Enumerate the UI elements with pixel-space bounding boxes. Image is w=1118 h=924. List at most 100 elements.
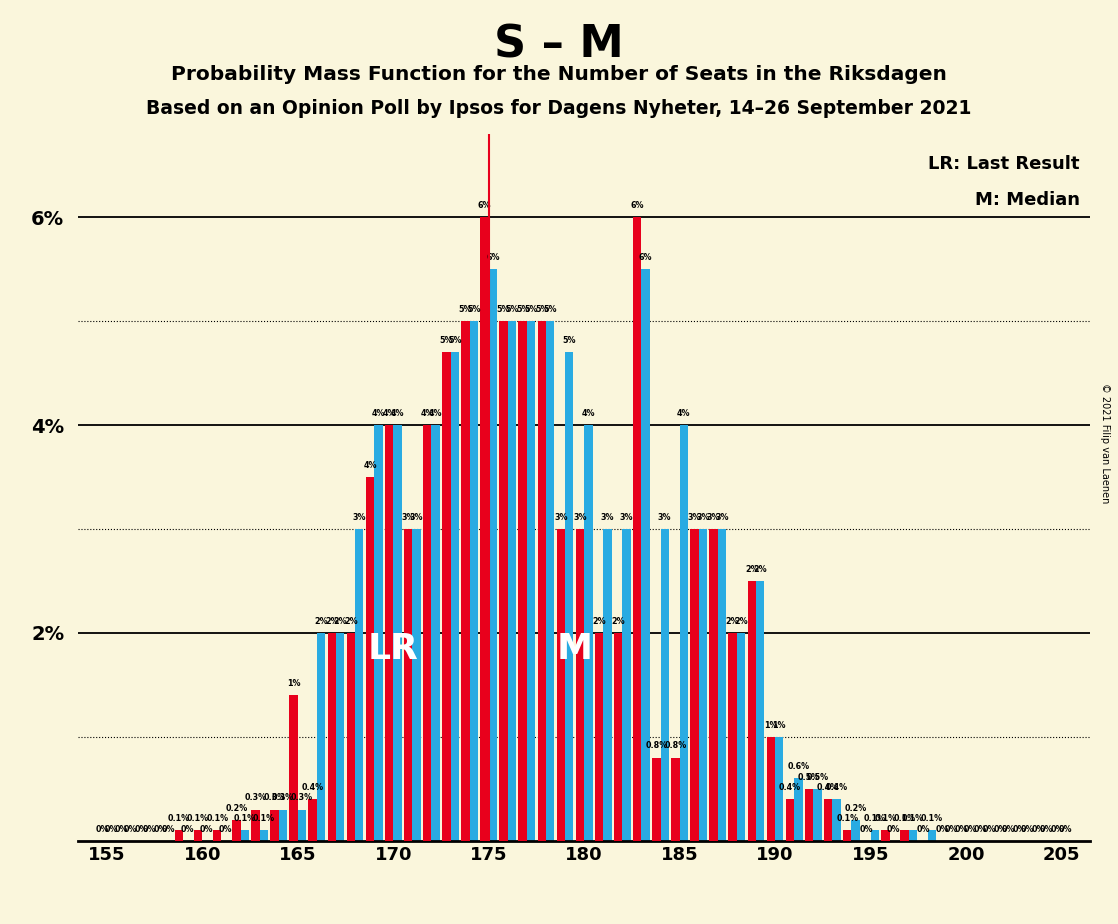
Text: 0.1%: 0.1%	[863, 814, 885, 823]
Text: 3%: 3%	[574, 513, 587, 522]
Text: 5%: 5%	[524, 305, 538, 314]
Text: 4%: 4%	[382, 408, 396, 418]
Bar	[881, 831, 890, 841]
Bar	[413, 529, 420, 841]
Bar	[756, 581, 765, 841]
Text: 3%: 3%	[716, 513, 729, 522]
Text: 0.2%: 0.2%	[225, 804, 247, 813]
Text: 3%: 3%	[410, 513, 424, 522]
Bar	[642, 269, 650, 841]
Bar	[423, 425, 432, 841]
Text: 0%: 0%	[104, 824, 117, 833]
Bar	[290, 696, 297, 841]
Text: 3%: 3%	[619, 513, 633, 522]
Bar	[538, 322, 546, 841]
Bar	[366, 477, 375, 841]
Text: 1%: 1%	[287, 679, 301, 688]
Bar	[909, 831, 917, 841]
Text: 0%: 0%	[142, 824, 157, 833]
Bar	[852, 821, 860, 841]
Bar	[843, 831, 852, 841]
Text: 0.4%: 0.4%	[302, 783, 324, 792]
Text: 2%: 2%	[745, 565, 759, 574]
Bar	[489, 269, 498, 841]
Text: 0.3%: 0.3%	[264, 794, 285, 802]
Text: 0.2%: 0.2%	[844, 804, 866, 813]
Text: 0.1%: 0.1%	[902, 814, 923, 823]
Bar	[252, 809, 259, 841]
Text: 0%: 0%	[1012, 824, 1026, 833]
Text: 0%: 0%	[993, 824, 1006, 833]
Text: 0%: 0%	[1021, 824, 1034, 833]
Bar	[710, 529, 718, 841]
Text: 0.1%: 0.1%	[893, 814, 916, 823]
Bar	[786, 799, 794, 841]
Text: S – M: S – M	[494, 23, 624, 67]
Text: 4%: 4%	[390, 408, 405, 418]
Bar	[442, 352, 451, 841]
Text: 0.8%: 0.8%	[645, 741, 667, 750]
Bar	[233, 821, 240, 841]
Bar	[565, 352, 574, 841]
Bar	[500, 322, 508, 841]
Text: 6%: 6%	[631, 201, 644, 210]
Bar	[271, 809, 278, 841]
Bar	[519, 322, 527, 841]
Text: 2%: 2%	[593, 616, 606, 626]
Bar	[928, 831, 936, 841]
Text: 0%: 0%	[887, 824, 901, 833]
Bar	[680, 425, 688, 841]
Text: 0.1%: 0.1%	[874, 814, 897, 823]
Text: 0%: 0%	[1051, 824, 1064, 833]
Bar	[278, 809, 287, 841]
Text: 4%: 4%	[678, 408, 691, 418]
Text: 0.3%: 0.3%	[272, 794, 294, 802]
Text: 0%: 0%	[917, 824, 930, 833]
Text: © 2021 Filip van Laenen: © 2021 Filip van Laenen	[1100, 383, 1109, 504]
Bar	[671, 758, 680, 841]
Text: 0%: 0%	[200, 824, 214, 833]
Text: 2%: 2%	[735, 616, 748, 626]
Bar	[805, 789, 813, 841]
Text: 0%: 0%	[162, 824, 176, 833]
Text: 0.1%: 0.1%	[187, 814, 209, 823]
Text: 3%: 3%	[707, 513, 720, 522]
Bar	[794, 778, 803, 841]
Bar	[527, 322, 536, 841]
Bar	[690, 529, 699, 841]
Bar	[585, 425, 593, 841]
Bar	[385, 425, 394, 841]
Text: 0.3%: 0.3%	[245, 794, 266, 802]
Text: 0.1%: 0.1%	[206, 814, 228, 823]
Bar	[394, 425, 401, 841]
Text: 0%: 0%	[945, 824, 958, 833]
Text: 0.1%: 0.1%	[836, 814, 859, 823]
Text: 0.6%: 0.6%	[787, 762, 809, 772]
Text: 2%: 2%	[612, 616, 625, 626]
Text: 2%: 2%	[314, 616, 328, 626]
Text: 2%: 2%	[344, 616, 358, 626]
Text: 1%: 1%	[764, 721, 778, 730]
Bar	[462, 322, 470, 841]
Text: 5%: 5%	[496, 305, 510, 314]
Text: 0%: 0%	[974, 824, 987, 833]
Text: 6%: 6%	[477, 201, 491, 210]
Bar	[775, 737, 784, 841]
Text: 0.1%: 0.1%	[253, 814, 275, 823]
Bar	[309, 799, 316, 841]
Bar	[432, 425, 439, 841]
Bar	[824, 799, 832, 841]
Bar	[347, 633, 356, 841]
Text: 6%: 6%	[486, 253, 500, 261]
Bar	[767, 737, 775, 841]
Bar	[375, 425, 382, 841]
Text: 5%: 5%	[448, 336, 462, 345]
Bar	[546, 322, 555, 841]
Bar	[240, 831, 249, 841]
Text: 0%: 0%	[1032, 824, 1045, 833]
Text: 0%: 0%	[153, 824, 167, 833]
Text: 6%: 6%	[638, 253, 653, 261]
Bar	[604, 529, 612, 841]
Bar	[481, 217, 489, 841]
Text: Based on an Opinion Poll by Ipsos for Dagens Nyheter, 14–26 September 2021: Based on an Opinion Poll by Ipsos for Da…	[146, 99, 972, 118]
